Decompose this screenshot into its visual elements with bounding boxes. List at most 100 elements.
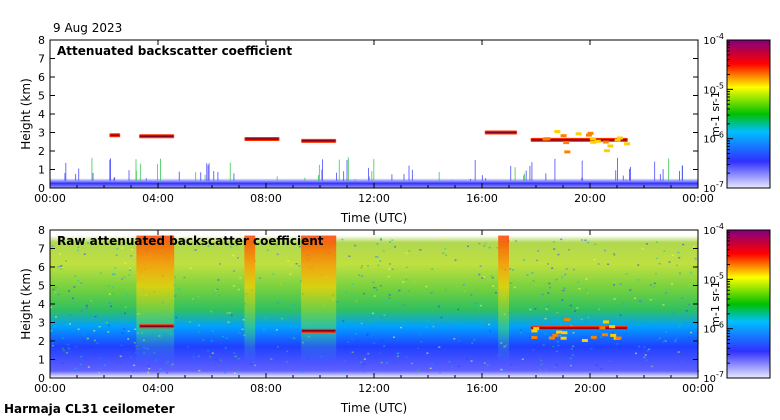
aerosol-spike [531,162,533,181]
noise-speck [196,296,199,299]
noise-speck [678,257,681,259]
colorbar [726,229,771,379]
noise-speck [668,261,671,263]
noise-speck [385,322,388,325]
aerosol-spike [217,172,219,181]
noise-speck [372,312,374,315]
panel-title: Attenuated backscatter coefficient [57,44,292,58]
noise-speck [429,367,432,370]
noise-speck [557,253,560,256]
noise-speck [540,359,542,361]
cloud-patch [564,150,571,154]
noise-speck [515,314,518,317]
y-tick-label: 7 [38,53,45,66]
noise-speck [174,295,177,297]
noise-speck [513,286,516,289]
noise-speck [463,290,466,293]
noise-speck [542,344,545,346]
noise-speck [159,368,162,370]
noise-column [498,235,509,364]
noise-speck [388,268,391,270]
noise-speck [94,339,96,342]
noise-speck [270,358,273,360]
noise-speck [538,369,541,371]
noise-speck [552,241,555,243]
noise-speck [224,347,227,349]
noise-speck [431,363,434,365]
noise-speck [613,284,615,286]
noise-speck [400,326,402,329]
aerosol-spike [92,172,94,181]
noise-speck [69,314,72,316]
noise-speck [665,331,668,333]
noise-speck [127,330,130,332]
noise-speck [509,282,512,284]
aerosol-spike [622,175,624,181]
noise-speck [457,260,460,262]
noise-speck [130,255,133,257]
noise-speck [121,331,124,334]
noise-speck [444,237,447,240]
noise-speck [147,365,150,367]
noise-speck [655,273,657,275]
noise-speck [438,346,441,348]
noise-speck [241,328,244,331]
noise-speck [61,347,64,350]
noise-speck [68,326,71,328]
noise-speck [612,331,614,334]
aerosol-spike [135,159,137,181]
noise-speck [210,310,213,313]
noise-speck [111,273,114,275]
noise-speck [376,289,378,291]
noise-speck [62,326,65,328]
noise-speck [73,286,76,288]
noise-speck [362,293,365,295]
noise-speck [442,252,445,254]
noise-speck [87,366,90,368]
x-tick-label: 00:00 [34,192,66,205]
x-tick-label: 08:00 [250,382,282,395]
noise-speck [576,364,578,367]
noise-speck [394,246,397,248]
noise-speck [350,293,353,295]
noise-speck [374,287,377,289]
noise-speck [619,314,622,316]
noise-speck [405,252,408,254]
cloud-patch [624,142,631,146]
noise-speck [117,307,120,309]
noise-speck [372,246,375,248]
noise-speck [112,286,115,288]
noise-speck [684,322,687,325]
cloud-patch [561,331,568,335]
noise-speck [54,287,57,289]
noise-speck [210,340,213,342]
aerosol-spike [481,175,483,181]
noise-speck [414,280,417,283]
noise-speck [77,249,80,252]
noise-speck [645,359,648,361]
noise-speck [87,252,89,254]
noise-speck [352,283,354,286]
noise-speck [687,336,690,339]
noise-speck [448,360,451,363]
noise-speck [60,268,63,270]
noise-speck [63,349,65,352]
noise-speck [388,294,391,296]
noise-speck [454,259,457,261]
noise-speck [281,317,283,320]
cloud-patch [533,327,540,330]
noise-speck [478,273,481,276]
cloud-patch [587,131,594,135]
cloud-patch [544,137,551,141]
noise-speck [105,322,108,324]
noise-speck [466,308,469,311]
noise-speck [561,306,564,308]
cloud-patch [589,137,596,141]
noise-speck [86,337,89,340]
noise-speck [292,337,295,339]
noise-speck [379,352,382,355]
noise-speck [126,287,129,289]
noise-speck [500,368,503,371]
noise-speck [638,345,641,348]
noise-speck [405,356,408,358]
